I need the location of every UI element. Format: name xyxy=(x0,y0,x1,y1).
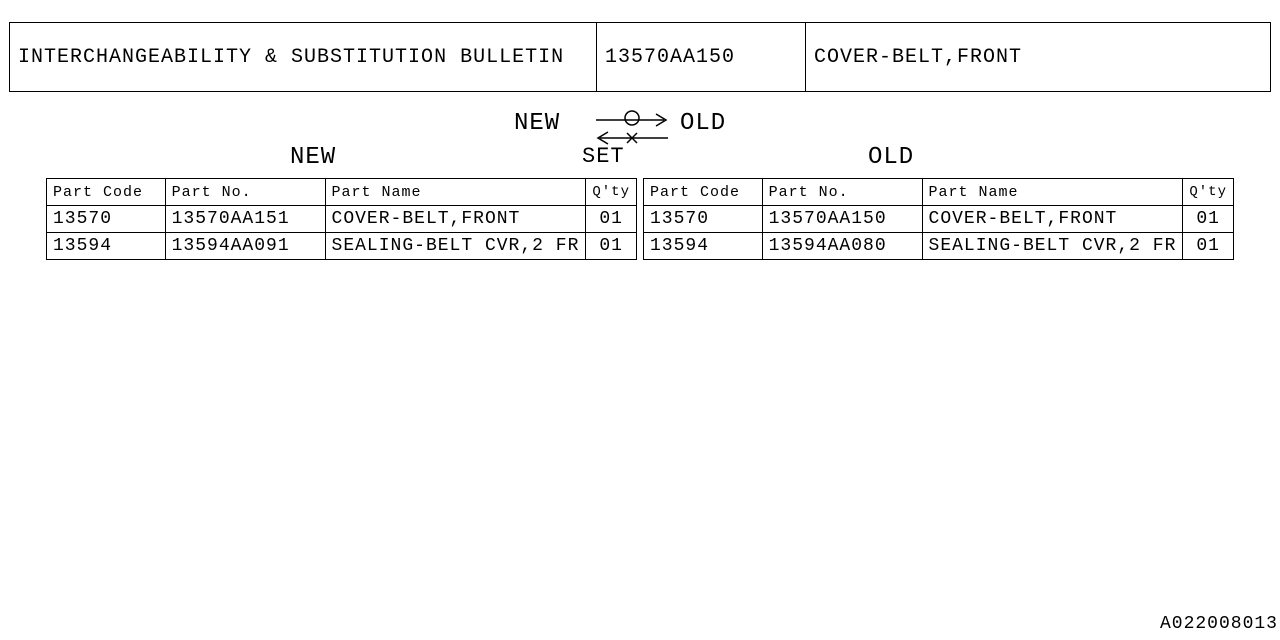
table-header-row: Part Code Part No. Part Name Q'ty xyxy=(47,179,637,206)
parts-tables: Part Code Part No. Part Name Q'ty 13570 … xyxy=(46,178,1234,260)
table-row: 13594 13594AA080 SEALING-BELT CVR,2 FR 0… xyxy=(644,233,1234,260)
section-new-label: NEW xyxy=(290,144,336,171)
cell-part-code: 13594 xyxy=(47,233,166,260)
glyph-new-label: NEW xyxy=(514,110,560,137)
col-part-name: Part Name xyxy=(922,179,1183,206)
cell-qty: 01 xyxy=(1183,233,1234,260)
col-part-code: Part Code xyxy=(644,179,763,206)
bulletin-header: INTERCHANGEABILITY & SUBSTITUTION BULLET… xyxy=(9,22,1271,92)
section-old-label: OLD xyxy=(868,144,914,171)
cell-part-name: COVER-BELT,FRONT xyxy=(922,206,1183,233)
table-header-row: Part Code Part No. Part Name Q'ty xyxy=(644,179,1234,206)
header-title: INTERCHANGEABILITY & SUBSTITUTION BULLET… xyxy=(10,23,597,91)
cell-qty: 01 xyxy=(1183,206,1234,233)
cell-part-name: SEALING-BELT CVR,2 FR xyxy=(922,233,1183,260)
interchange-glyph: NEW OLD SET xyxy=(0,104,1280,164)
glyph-old-label: OLD xyxy=(680,110,726,137)
cell-part-no: 13594AA080 xyxy=(762,233,922,260)
cell-part-code: 13570 xyxy=(644,206,763,233)
header-part-name: COVER-BELT,FRONT xyxy=(806,23,1270,91)
col-part-name: Part Name xyxy=(325,179,586,206)
cell-part-code: 13594 xyxy=(644,233,763,260)
header-part-no: 13570AA150 xyxy=(597,23,806,91)
table-row: 13570 13570AA151 COVER-BELT,FRONT 01 xyxy=(47,206,637,233)
interchange-arrows-icon xyxy=(592,108,672,148)
cell-qty: 01 xyxy=(586,233,637,260)
cell-part-code: 13570 xyxy=(47,206,166,233)
document-id: A022008013 xyxy=(1160,614,1278,634)
col-part-no: Part No. xyxy=(762,179,922,206)
cell-part-name: SEALING-BELT CVR,2 FR xyxy=(325,233,586,260)
cell-qty: 01 xyxy=(586,206,637,233)
col-qty: Q'ty xyxy=(1183,179,1234,206)
cell-part-no: 13594AA091 xyxy=(165,233,325,260)
cell-part-no: 13570AA150 xyxy=(762,206,922,233)
table-row: 13594 13594AA091 SEALING-BELT CVR,2 FR 0… xyxy=(47,233,637,260)
col-part-code: Part Code xyxy=(47,179,166,206)
col-part-no: Part No. xyxy=(165,179,325,206)
new-parts-table: Part Code Part No. Part Name Q'ty 13570 … xyxy=(46,178,637,260)
table-row: 13570 13570AA150 COVER-BELT,FRONT 01 xyxy=(644,206,1234,233)
cell-part-no: 13570AA151 xyxy=(165,206,325,233)
old-parts-table: Part Code Part No. Part Name Q'ty 13570 … xyxy=(643,178,1234,260)
col-qty: Q'ty xyxy=(586,179,637,206)
cell-part-name: COVER-BELT,FRONT xyxy=(325,206,586,233)
